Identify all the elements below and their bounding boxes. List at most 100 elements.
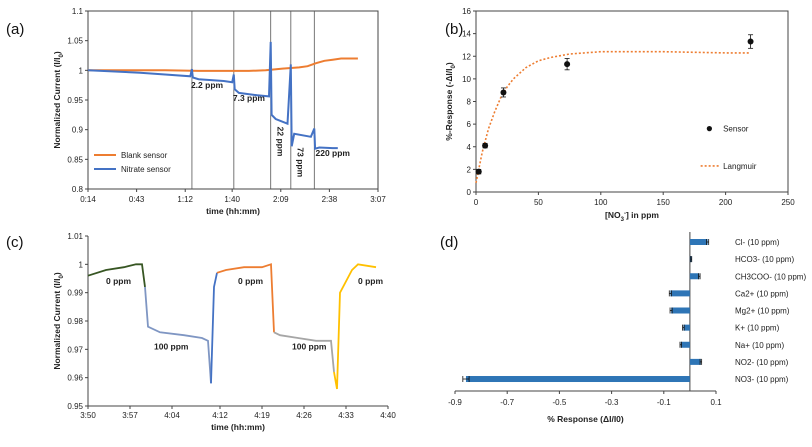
- panel-d-category-label: Na+ (10 ppm): [735, 341, 784, 350]
- panel-c-ytick-label: 0.99: [67, 289, 83, 298]
- panel-a-xtick-label: 1:12: [177, 195, 193, 204]
- panel-d-label: (d): [440, 234, 458, 251]
- panel-c-xtick-label: 3:50: [80, 411, 96, 420]
- panel-b-ytick-label: 0: [467, 188, 472, 197]
- panel-c-annotation: 100 ppm: [292, 341, 327, 351]
- panel-d-x-axis-label: % Response (ΔI/I0): [547, 414, 624, 424]
- panel-a-series-blank: [88, 57, 358, 72]
- panel-a-ytick-label: 0.95: [67, 96, 83, 105]
- panel-c-annotation: 0 ppm: [106, 276, 131, 286]
- panel-a-annotation: 73 ppm: [296, 147, 306, 177]
- panel-b-ytick-label: 10: [462, 75, 471, 84]
- panel-d-xtick-label: -0.7: [500, 398, 514, 407]
- panel-c-xtick-label: 4:12: [212, 411, 228, 420]
- panel-d-xtick-label: -0.9: [448, 398, 462, 407]
- panel-a-xtick-label: 2:38: [322, 195, 338, 204]
- panel-b-y-axis-label-part: ): [444, 62, 454, 65]
- panel-c-segment-3: [216, 263, 275, 333]
- panel-b-sensor-point: [475, 168, 482, 175]
- panel-d-xtick-label: -0.3: [605, 398, 619, 407]
- panel-b-label: (b): [445, 21, 463, 38]
- panel-b-sensor-point: [564, 61, 571, 68]
- panel-c-label: (c): [6, 234, 24, 251]
- panel-c-ytick-label: 1: [79, 260, 84, 269]
- panel-a-label: (a): [6, 21, 24, 38]
- panel-b-legend-label: Sensor: [723, 125, 749, 134]
- panel-c-ytick-label: 1.01: [67, 232, 83, 241]
- panel-c-xtick-label: 4:40: [380, 411, 396, 420]
- panel-d-category-label: CH3COO- (10 ppm): [735, 272, 806, 281]
- panel-a-y-axis-label-part: Normalized Current (I/I: [52, 58, 62, 149]
- panel-b-langmuir-fit: [475, 50, 751, 184]
- panel-c-xtick-label: 4:19: [254, 411, 270, 420]
- panel-a-ytick-label: 1.1: [72, 7, 84, 16]
- panel-c-segment-4: [273, 331, 335, 373]
- panel-c-xtick-label: 3:57: [122, 411, 138, 420]
- panel-a-y-axis-label: Normalized Current (I/I0): [52, 51, 65, 149]
- panel-a-xtick-label: 3:07: [370, 195, 386, 204]
- panel-b-ytick-label: 8: [467, 98, 472, 107]
- panel-d-bar: [465, 376, 690, 383]
- panel-a-legend-label: Nitrate sensor: [121, 165, 171, 174]
- panel-c-y-axis-label: Normalized Current (I/I0): [52, 272, 65, 370]
- panel-a-ytick-label: 0.9: [72, 126, 84, 135]
- panel-c-y-axis-label-part: Normalized Current (I/I: [52, 279, 62, 370]
- panel-d-bar: [689, 239, 708, 245]
- panel-b-y-axis-label-part: %-Response (-ΔI/I: [444, 68, 454, 140]
- panel-b-ytick-label: 2: [467, 165, 472, 174]
- panel-c-y-axis-label-part: 0: [59, 275, 65, 279]
- panel-b-x-axis-label-part: [NO: [605, 210, 621, 220]
- panel-c-xtick-label: 4:26: [296, 411, 312, 420]
- panel-d-xtick-label: -0.5: [553, 398, 567, 407]
- panel-b-x-axis-label-part: -: [624, 211, 626, 217]
- panel-c-xtick-label: 4:04: [164, 411, 180, 420]
- panel-a-xtick-label: 0:43: [129, 195, 145, 204]
- panel-b-ytick-label: 4: [467, 143, 472, 152]
- panel-a-xtick-label: 0:14: [80, 195, 96, 204]
- panel-a-xtick-label: 1:40: [224, 195, 240, 204]
- panel-b-x-axis-label-part: ] in ppm: [626, 210, 659, 220]
- panel-b-y-axis-label-part: 0: [451, 64, 457, 68]
- panel-d-bar: [671, 307, 690, 314]
- panel-d-xtick-label: -0.1: [657, 398, 671, 407]
- panel-a-annotation: 220 ppm: [315, 148, 350, 158]
- panel-b-xtick-label: 0: [474, 198, 479, 207]
- panel-a-y-axis-label-part: ): [52, 51, 62, 54]
- panel-b-legend-marker: [706, 126, 712, 132]
- panel-c-annotation: 0 ppm: [358, 276, 383, 286]
- panel-d-bar: [683, 324, 690, 331]
- panel-c-annotation: 0 ppm: [238, 276, 263, 286]
- panel-a-ytick-label: 1.05: [67, 37, 83, 46]
- panel-c-segment-5: [333, 263, 377, 390]
- panel-d-category-label: Mg2+ (10 ppm): [735, 307, 790, 316]
- panel-c-ytick-label: 0.97: [67, 345, 83, 354]
- panel-c-x-axis-label: time (hh:mm): [211, 422, 265, 432]
- panel-b-ytick-label: 12: [462, 52, 471, 61]
- panel-b-legend-label: Langmuir: [723, 162, 757, 171]
- panel-c-ytick-label: 0.98: [67, 317, 83, 326]
- panel-a-xtick-label: 2:09: [273, 195, 289, 204]
- panel-d-bar: [670, 290, 690, 297]
- panel-a-series-nitrate: [87, 41, 338, 151]
- panel-d-category-label: NO2- (10 ppm): [735, 358, 789, 367]
- panel-c-segment-1: [144, 286, 212, 384]
- panel-a-y-axis-label-part: 0: [59, 54, 65, 58]
- panel-c-ytick-label: 0.96: [67, 374, 83, 383]
- panel-c-y-axis-label-part: ): [52, 272, 62, 275]
- panel-c-segment-2: [210, 272, 218, 384]
- panel-d-category-label: Ca2+ (10 ppm): [735, 289, 789, 298]
- panel-c-segment-0: [87, 263, 146, 288]
- panel-a-annotation: 2.2 ppm: [191, 80, 224, 90]
- panel-a-ytick-label: 0.8: [72, 185, 84, 194]
- panel-b-ytick-label: 16: [462, 7, 471, 16]
- panel-d-category-label: HCO3- (10 ppm): [735, 255, 794, 264]
- panel-a-ytick-label: 1: [79, 66, 84, 75]
- panel-d-bar: [689, 358, 701, 365]
- panel-b-sensor-point: [482, 142, 489, 149]
- panel-a-ytick-label: 0.85: [67, 155, 83, 164]
- panel-d-bar: [680, 341, 690, 348]
- panel-b-xtick-label: 250: [781, 198, 795, 207]
- panel-b-xtick-label: 100: [594, 198, 608, 207]
- panel-a-legend-label: Blank sensor: [121, 151, 168, 160]
